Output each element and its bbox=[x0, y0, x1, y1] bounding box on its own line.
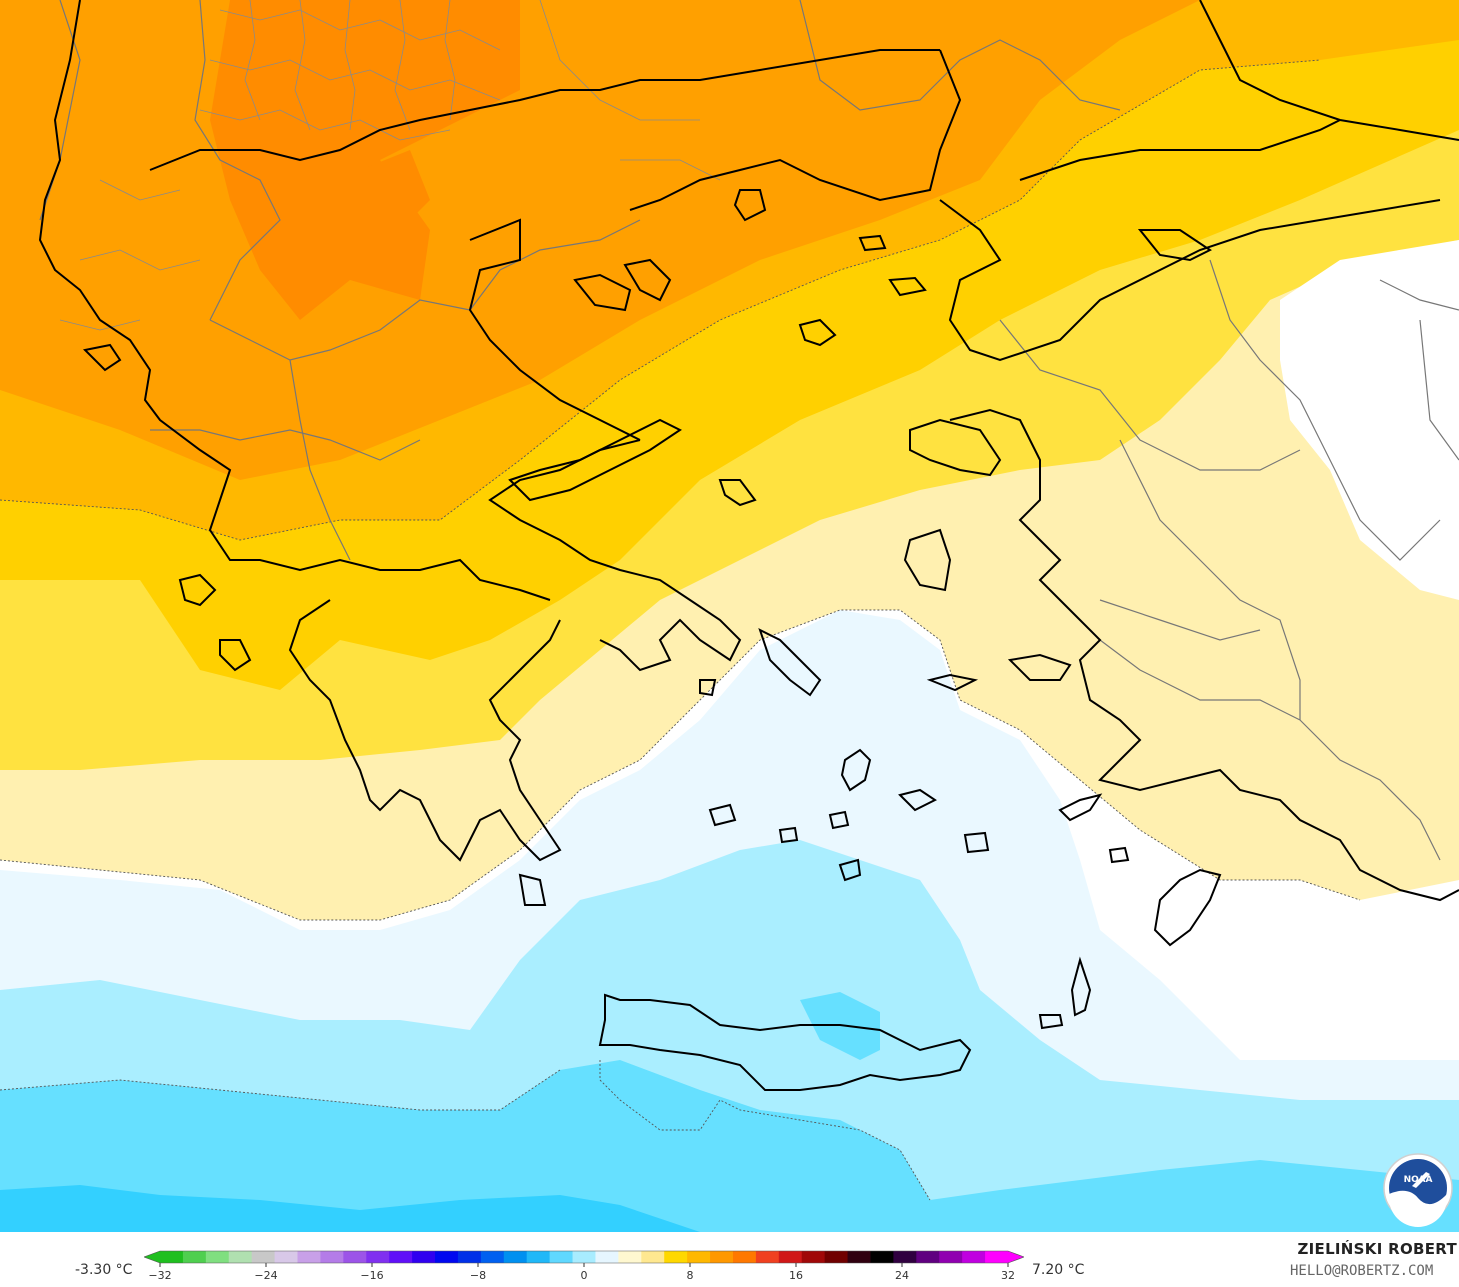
colorbar-cell bbox=[778, 1251, 803, 1263]
coast-naxos bbox=[840, 748, 872, 792]
colorbar-tick-label: −16 bbox=[360, 1269, 383, 1282]
admin-borders bbox=[59, 0, 721, 331]
coast-crete bbox=[598, 993, 972, 1091]
colorbar-cell bbox=[343, 1251, 367, 1263]
colorbar-cell bbox=[160, 1251, 184, 1263]
coast-thrace bbox=[629, 49, 962, 211]
colorbar-cell bbox=[801, 1251, 826, 1263]
coast-chios bbox=[903, 528, 952, 592]
colorbar-max-arrow bbox=[1008, 1251, 1024, 1263]
coast-peloponnese bbox=[288, 599, 562, 862]
colorbar-cell bbox=[480, 1251, 505, 1263]
noaa-logo: NOAA bbox=[1383, 1153, 1453, 1227]
colorbar-tick-label: −24 bbox=[254, 1269, 277, 1282]
border-bulgaria-turkey bbox=[1019, 119, 1341, 181]
colorbar-tick-label: 8 bbox=[687, 1269, 694, 1282]
colorbar-cell bbox=[366, 1251, 390, 1263]
colorbar-cell bbox=[710, 1251, 734, 1263]
colorbar-cell bbox=[297, 1251, 321, 1263]
coast-kos bbox=[1058, 793, 1103, 822]
colorbar-cell bbox=[182, 1251, 207, 1263]
coast-kefalonia bbox=[178, 573, 217, 607]
colorbar-tick-label: 32 bbox=[1001, 1269, 1015, 1282]
colorbar-cells bbox=[144, 1250, 1024, 1264]
colorbar-cell bbox=[641, 1251, 665, 1263]
colorbar-cell bbox=[412, 1251, 436, 1263]
colorbar-cell bbox=[572, 1251, 596, 1263]
coast-lesbos bbox=[909, 418, 1002, 477]
colorbar-cell bbox=[962, 1251, 986, 1263]
colorbar-cell bbox=[389, 1251, 413, 1263]
colorbar-tick-label: 24 bbox=[895, 1269, 909, 1282]
colorbar-cell bbox=[893, 1251, 917, 1263]
colorbar-cell bbox=[732, 1251, 757, 1263]
colorbar-cell bbox=[985, 1251, 1009, 1263]
band-cyan bbox=[0, 1060, 1459, 1232]
coast-karpathos bbox=[1070, 956, 1092, 1017]
coast-north-aegean bbox=[488, 439, 742, 672]
legend-footer: -3.30 °C −32 −24 −16 −8 0 8 16 24 32 7.20 °C ZIE… bbox=[0, 1232, 1459, 1287]
coast-adriatic bbox=[38, 0, 551, 601]
colorbar-cell bbox=[595, 1251, 619, 1263]
band-cyan-deep bbox=[0, 1185, 700, 1232]
coast-black-sea-south bbox=[1199, 0, 1459, 141]
band-orange-deep-2 bbox=[360, 150, 430, 230]
colorbar-cell bbox=[847, 1251, 871, 1263]
temperature-bands bbox=[0, 0, 1459, 1232]
author-name: ZIELIŃSKI ROBERT bbox=[1297, 1240, 1457, 1258]
colorbar-cell bbox=[687, 1251, 711, 1263]
lake-1 bbox=[573, 273, 632, 312]
colorbar-cell bbox=[870, 1251, 894, 1263]
colorbar-tick-label: 16 bbox=[789, 1269, 803, 1282]
coast-andros bbox=[758, 628, 822, 697]
lake-2 bbox=[623, 258, 672, 302]
colorbar-tick-label: −8 bbox=[470, 1269, 486, 1282]
colorbar-ticks: −32 −24 −16 −8 0 8 16 24 32 bbox=[148, 1263, 1015, 1282]
colorbar-cell bbox=[435, 1251, 459, 1263]
weather-map: NOAA bbox=[0, 0, 1459, 1232]
coast-euboea bbox=[508, 418, 682, 502]
colorbar-tick-label: 0 bbox=[581, 1269, 588, 1282]
band-orange-deep bbox=[210, 0, 520, 320]
border-bulgaria-greece bbox=[468, 218, 641, 441]
colorbar-cell bbox=[618, 1251, 642, 1263]
colorbar-cell bbox=[320, 1251, 344, 1263]
coast-lemnos bbox=[718, 479, 757, 507]
colorbar-cell bbox=[228, 1251, 253, 1263]
colorbar-cell bbox=[457, 1251, 482, 1263]
colorbar-cell bbox=[939, 1251, 963, 1263]
colorbar-cell bbox=[755, 1251, 780, 1263]
coast-samos bbox=[1007, 653, 1072, 681]
colorbar-cell bbox=[526, 1251, 551, 1263]
colorbar-cell bbox=[251, 1251, 276, 1263]
coast-istanbul bbox=[1137, 229, 1212, 262]
colorbar: −32 −24 −16 −8 0 8 16 24 32 bbox=[144, 1250, 1024, 1282]
legend-min-label: -3.30 °C bbox=[75, 1262, 133, 1278]
noaa-logo-text: NOAA bbox=[1404, 1175, 1433, 1185]
coast-rhodes bbox=[1153, 868, 1222, 947]
contour-lines bbox=[0, 59, 1361, 1201]
author-email[interactable]: HELLO@ROBERTZ.COM bbox=[1290, 1263, 1434, 1279]
colorbar-cell bbox=[205, 1251, 230, 1263]
colorbar-tick-label: −32 bbox=[148, 1269, 171, 1282]
colorbar-cell bbox=[824, 1251, 849, 1263]
country-borders bbox=[39, 0, 1459, 861]
coast-anatolia bbox=[949, 408, 1459, 902]
coast-marmara bbox=[939, 199, 1441, 362]
coast-samothrace bbox=[858, 234, 887, 252]
colorbar-min-arrow bbox=[144, 1251, 160, 1263]
coast-zakynthos bbox=[219, 639, 252, 672]
coast-danube bbox=[149, 49, 940, 171]
coast-corfu bbox=[82, 343, 122, 372]
colorbar-cell bbox=[916, 1251, 940, 1263]
colorbar-cell bbox=[549, 1251, 574, 1263]
colorbar-cell bbox=[503, 1251, 528, 1263]
coast-thasos bbox=[733, 189, 767, 222]
colorbar-cell bbox=[664, 1251, 688, 1263]
colorbar-cell bbox=[274, 1251, 299, 1263]
coastlines bbox=[38, 0, 1459, 1091]
band-white-east bbox=[1280, 240, 1459, 600]
legend-max-label: 7.20 °C bbox=[1032, 1262, 1085, 1278]
